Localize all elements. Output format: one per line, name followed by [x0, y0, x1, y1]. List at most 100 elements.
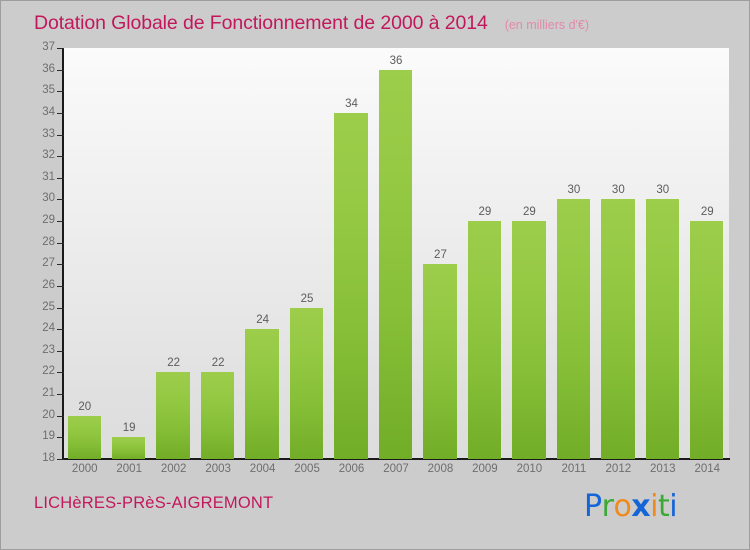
- y-axis-tick: 26: [21, 279, 55, 292]
- y-axis-line: [62, 48, 64, 459]
- y-axis-tick: 18: [21, 452, 55, 465]
- y-axis-tick-mark: [57, 351, 64, 352]
- y-axis-tick-mark: [57, 221, 64, 222]
- y-axis-tick: 28: [21, 236, 55, 249]
- y-axis-tick-mark: [57, 286, 64, 287]
- bar-group[interactable]: 30: [641, 48, 685, 459]
- bars-layer: 20 19 22 22 24 25 34 36 27 29 29 30 30 30 29: [62, 48, 729, 459]
- bar-group[interactable]: 25: [285, 48, 329, 459]
- bar[interactable]: [334, 112, 368, 459]
- bar-group[interactable]: 19: [107, 48, 151, 459]
- bar[interactable]: [645, 199, 680, 459]
- y-axis-tick: 23: [21, 344, 55, 357]
- y-axis-tick-mark: [57, 156, 64, 157]
- x-axis-tick-label: 2007: [383, 463, 409, 475]
- bar-value-label: 22: [211, 357, 225, 370]
- y-axis-tick-label: 31: [42, 171, 55, 183]
- y-axis-tick: 25: [21, 301, 55, 314]
- bar[interactable]: [111, 437, 146, 459]
- y-axis-tick-label: 25: [42, 301, 55, 313]
- y-axis-tick: 19: [21, 430, 55, 443]
- y-axis-tick: 27: [21, 257, 55, 270]
- y-axis-tick-mark: [57, 91, 64, 92]
- bar-value-label: 34: [345, 97, 358, 110]
- bar[interactable]: [156, 372, 190, 459]
- y-axis-tick: 36: [21, 63, 55, 76]
- logo-letter: x: [631, 489, 651, 524]
- y-axis-tick-mark: [57, 264, 64, 265]
- bar[interactable]: [200, 372, 235, 459]
- bar[interactable]: [690, 221, 724, 459]
- proxiti-logo[interactable]: Proxiti: [584, 489, 678, 524]
- x-axis-tick-label: 2001: [116, 463, 142, 475]
- bar-group[interactable]: 34: [329, 48, 373, 459]
- bar[interactable]: [512, 221, 546, 459]
- x-axis-tick-label: 2010: [516, 463, 543, 475]
- y-axis-tick: 37: [21, 41, 55, 54]
- bar-value-label: 27: [434, 249, 447, 262]
- bar[interactable]: [423, 264, 457, 459]
- y-axis-tick: 22: [21, 365, 55, 378]
- y-axis-tick-mark: [57, 459, 64, 460]
- bar[interactable]: [556, 199, 591, 459]
- logo-letter: P: [584, 489, 602, 524]
- bar[interactable]: [467, 221, 502, 459]
- bar-group[interactable]: 30: [552, 48, 596, 459]
- y-axis-tick: 20: [21, 409, 55, 422]
- bar-value-label: 36: [389, 54, 403, 67]
- bar-group[interactable]: 36: [374, 48, 418, 459]
- y-axis-tick: 34: [21, 106, 55, 119]
- y-axis-tick: 24: [21, 322, 55, 335]
- y-axis-tick-label: 32: [42, 149, 55, 161]
- y-axis-tick-label: 35: [42, 84, 55, 96]
- bar-value-label: 29: [700, 206, 714, 219]
- bar-group[interactable]: 24: [240, 48, 284, 459]
- chart-subtitle: (en milliers d'€): [504, 18, 590, 32]
- bar[interactable]: [601, 199, 635, 459]
- x-axis-tick-label: 2006: [338, 463, 365, 475]
- bar-value-label: 30: [611, 184, 625, 197]
- x-axis-tick-label: 2004: [249, 463, 276, 475]
- bar-group[interactable]: 22: [196, 48, 240, 459]
- logo-letter: o: [613, 489, 632, 524]
- bar-group[interactable]: 30: [596, 48, 640, 459]
- y-axis-tick-label: 28: [42, 236, 55, 248]
- y-axis-tick-mark: [57, 135, 64, 136]
- bar[interactable]: [67, 415, 101, 459]
- y-axis-tick-mark: [57, 308, 64, 309]
- y-axis-tick-mark: [57, 394, 64, 395]
- bar[interactable]: [289, 307, 324, 459]
- bar-group[interactable]: 29: [463, 48, 507, 459]
- logo-letter: t: [658, 489, 670, 524]
- bar-group[interactable]: 22: [151, 48, 195, 459]
- y-axis-tick: 30: [21, 192, 55, 205]
- y-axis-tick-mark: [57, 329, 64, 330]
- y-axis-tick-mark: [57, 70, 64, 71]
- x-axis-tick-label: 2005: [294, 463, 320, 475]
- y-axis-tick-mark: [57, 437, 64, 438]
- commune-name: LICHèRES-PRèS-AIGREMONT: [34, 494, 274, 512]
- bar-value-label: 20: [78, 400, 92, 413]
- y-axis-tick-label: 33: [42, 128, 55, 140]
- y-axis-tick-label: 22: [42, 365, 55, 377]
- y-axis-tick-mark: [57, 178, 64, 179]
- bar[interactable]: [245, 329, 279, 459]
- bar-group[interactable]: 27: [418, 48, 462, 459]
- bar-group[interactable]: 29: [507, 48, 551, 459]
- page-title: Dotation Globale de Fonctionnement de 20…: [34, 11, 488, 34]
- x-axis-line: [62, 458, 730, 460]
- bar[interactable]: [378, 69, 413, 459]
- bar-value-label: 22: [167, 357, 181, 370]
- y-axis-tick-label: 37: [42, 41, 55, 53]
- x-axis-tick-label: 2003: [205, 463, 231, 475]
- logo-letter: i: [669, 489, 678, 524]
- y-axis-tick-mark: [57, 243, 64, 244]
- bar-value-label: 29: [522, 206, 536, 219]
- chart-header: Dotation Globale de Fonctionnement de 20…: [1, 1, 749, 45]
- bar-value-label: 19: [122, 422, 136, 435]
- y-axis-tick: 33: [21, 128, 55, 141]
- x-axis-tick-label: 2012: [605, 463, 632, 475]
- bar-group[interactable]: 29: [685, 48, 729, 459]
- bar-group[interactable]: 20: [63, 48, 107, 459]
